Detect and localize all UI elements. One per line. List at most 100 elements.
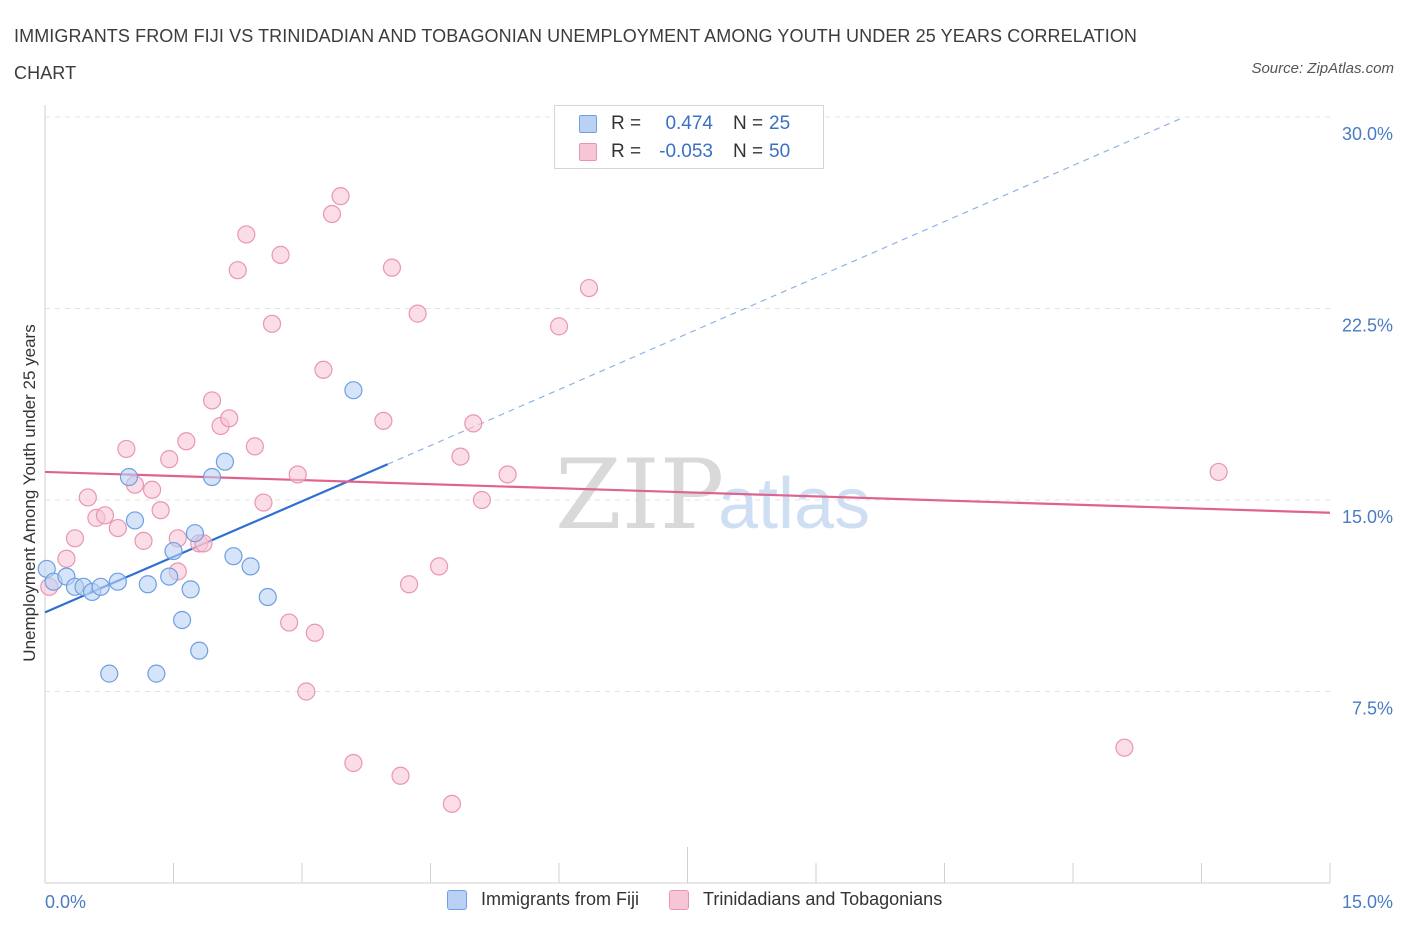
- r-value: 0.474: [665, 113, 713, 134]
- trinidad-point: [160, 450, 179, 469]
- data-points: [37, 187, 1228, 813]
- trinidad-point: [78, 488, 97, 507]
- trinidad-point: [549, 317, 569, 336]
- trinidad-point: [464, 414, 483, 433]
- trinidad-point: [498, 465, 517, 484]
- trinidad-point: [151, 501, 170, 520]
- legend-item-fiji: Immigrants from Fiji: [447, 889, 639, 910]
- axes: [44, 105, 1331, 884]
- fiji-point: [215, 452, 234, 471]
- trinidad-point: [451, 447, 470, 466]
- fiji-point: [258, 587, 277, 607]
- fiji-point: [190, 641, 209, 660]
- legend-row-fiji: R = 0.474 N = 25: [579, 110, 790, 138]
- fiji-point: [125, 511, 145, 530]
- y-tick-label: 7.5%: [1352, 699, 1393, 719]
- trinidad-point: [322, 204, 342, 224]
- fiji-point: [202, 467, 222, 487]
- trinidad-swatch: [579, 143, 597, 161]
- y-tick-label: 30.0%: [1342, 124, 1393, 144]
- watermark-zip: ZIP: [555, 439, 724, 551]
- fiji-point: [91, 577, 110, 596]
- y-tick-label: 22.5%: [1342, 316, 1393, 336]
- trinidad-point: [382, 258, 402, 277]
- trinidad-point: [1209, 462, 1228, 482]
- trinidad-point: [108, 518, 127, 538]
- trinidad-point: [331, 187, 350, 206]
- trinidad-point: [391, 766, 410, 785]
- fiji-point: [100, 664, 119, 683]
- n-label: N =: [733, 113, 764, 134]
- trinidad-point: [288, 465, 307, 484]
- trinidad-point: [344, 753, 363, 773]
- fiji-point: [160, 567, 179, 586]
- trinidad-point: [57, 549, 76, 568]
- r-label: R =: [611, 113, 642, 134]
- trinidad-point: [1115, 738, 1134, 757]
- trinidad-point: [202, 391, 222, 410]
- legend-label-fiji: Immigrants from Fiji: [481, 889, 640, 909]
- trinidad-point: [245, 437, 264, 456]
- trinidad-point: [442, 794, 462, 813]
- trinidad-point: [472, 490, 491, 510]
- n-value: 25: [769, 113, 791, 134]
- trinidad-point: [254, 493, 273, 512]
- x-tick-label: 0.0%: [45, 892, 86, 912]
- fiji-point: [185, 524, 205, 543]
- trinidad-point: [399, 575, 419, 594]
- watermark-atlas: atlas: [718, 464, 870, 544]
- legend-item-trinidad: Trinidadians and Tobagonians: [669, 889, 942, 910]
- trinidad-point: [237, 225, 256, 244]
- r-value: -0.053: [659, 141, 713, 162]
- r-label: R =: [611, 141, 642, 162]
- fiji-trend-extension: [387, 116, 1185, 465]
- trinidad-point: [579, 278, 599, 298]
- trinidad-trend-line: [44, 470, 1331, 514]
- trinidad-point: [262, 314, 282, 333]
- correlation-legend: R = 0.474 N = 25 R = -0.053 N = 50: [554, 105, 824, 169]
- fiji-point: [181, 580, 200, 599]
- trinidad-point: [271, 245, 290, 264]
- fiji-point: [224, 547, 243, 566]
- trinidad-point: [297, 682, 316, 701]
- trinidad-swatch: [669, 889, 690, 910]
- trinidad-point: [374, 411, 393, 430]
- legend-row-trinidad: R = -0.053 N = 50: [579, 138, 790, 166]
- trinidad-point: [314, 360, 333, 379]
- fiji-swatch: [447, 889, 467, 910]
- watermark: ZIP atlas: [555, 439, 870, 551]
- n-label: N =: [733, 141, 764, 162]
- trinidad-point: [65, 529, 85, 548]
- y-axis-title: Unemployment Among Youth under 25 years: [20, 324, 39, 661]
- fiji-point: [138, 575, 157, 594]
- trinidad-point: [429, 557, 449, 576]
- x-tick-label: 15.0%: [1342, 892, 1393, 912]
- trinidad-point: [177, 432, 196, 451]
- trinidad-point: [142, 480, 162, 499]
- legend-label-trinidad: Trinidadians and Tobagonians: [703, 889, 943, 909]
- trinidad-point: [280, 613, 299, 632]
- grid-lines: [45, 116, 1330, 692]
- fiji-point: [344, 381, 363, 400]
- y-tick-label: 15.0%: [1342, 507, 1393, 527]
- trinidad-point: [408, 304, 427, 323]
- trinidad-point: [134, 531, 153, 550]
- n-value: 50: [769, 141, 791, 162]
- trinidad-point: [228, 261, 247, 280]
- fiji-point: [108, 572, 127, 591]
- tick-labels: 7.5% 15.0% 22.5% 30.0% 0.0% 15.0%: [45, 124, 1393, 912]
- series-legend: Immigrants from Fiji Trinidadians and To…: [447, 889, 972, 910]
- source-label: Source: ZipAtlas.com: [1251, 60, 1394, 77]
- fiji-point: [172, 610, 192, 630]
- fiji-point: [164, 541, 183, 561]
- fiji-point: [147, 664, 166, 683]
- fiji-swatch: [579, 115, 597, 133]
- trinidad-point: [220, 409, 239, 428]
- trinidad-point: [95, 506, 115, 525]
- fiji-point: [119, 467, 139, 487]
- fiji-point: [241, 557, 260, 576]
- chart-title: IMMIGRANTS FROM FIJI VS TRINIDADIAN AND …: [14, 26, 1138, 83]
- trinidad-point: [305, 623, 324, 642]
- trinidad-point: [117, 439, 136, 459]
